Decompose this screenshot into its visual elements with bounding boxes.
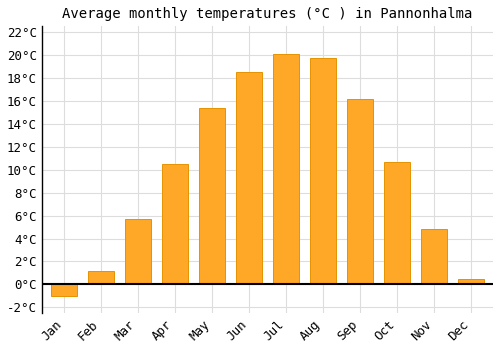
Bar: [236, 72, 262, 285]
Bar: [125, 219, 151, 285]
Bar: [88, 271, 114, 285]
Bar: [310, 58, 336, 285]
Bar: [273, 54, 299, 285]
Bar: [458, 279, 484, 285]
Bar: [421, 229, 447, 285]
Bar: [384, 162, 410, 285]
Bar: [162, 164, 188, 285]
Bar: [51, 285, 77, 296]
Bar: [347, 99, 373, 285]
Bar: [199, 108, 225, 285]
Title: Average monthly temperatures (°C ) in Pannonhalma: Average monthly temperatures (°C ) in Pa…: [62, 7, 472, 21]
